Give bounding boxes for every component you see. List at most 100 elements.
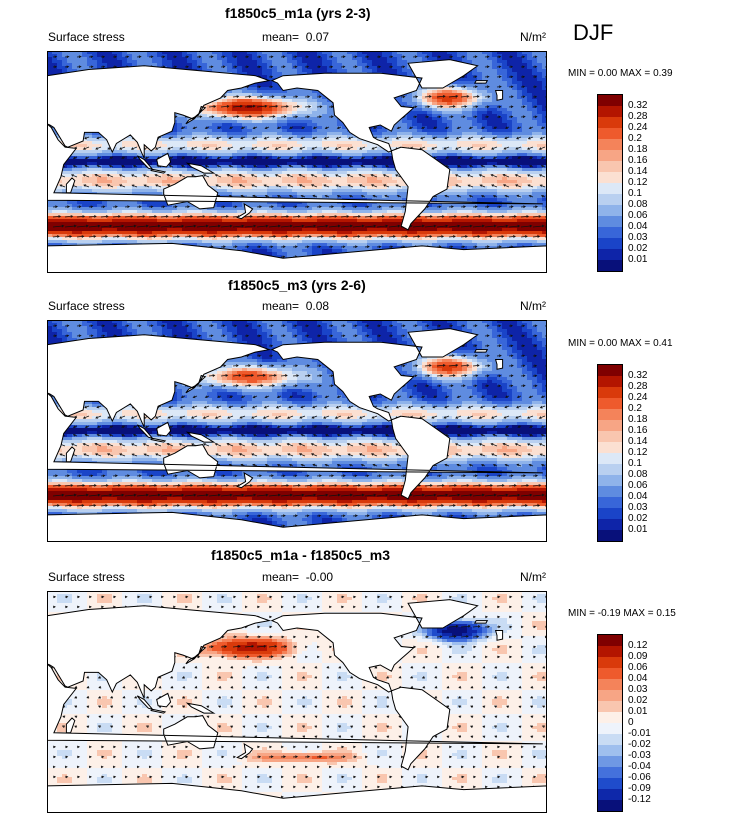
panel-3-title: f1850c5_m1a - f1850c5_m3 (211, 547, 390, 563)
wind-arrow (542, 685, 546, 689)
wind-arrow (460, 224, 473, 228)
wind-arrow (508, 95, 514, 99)
wind-arrow (88, 334, 94, 338)
wind-arrow (352, 205, 358, 209)
wind-arrow (168, 433, 174, 437)
wind-arrow (436, 374, 444, 377)
wind-arrow (220, 765, 224, 769)
wind-arrow (240, 136, 246, 140)
wind-arrow (376, 514, 382, 518)
wind-arrow (359, 184, 366, 188)
wind-arrow (232, 655, 238, 659)
wind-arrow (395, 174, 402, 178)
wind-arrow (446, 695, 450, 699)
wind-arrow (314, 695, 318, 699)
wind-arrow (504, 405, 510, 409)
wind-arrow (95, 146, 102, 150)
wind-arrow (290, 675, 294, 679)
wind-arrow (458, 665, 462, 669)
wind-arrow (480, 156, 486, 160)
wind-arrow (520, 324, 526, 328)
wind-arrow (520, 625, 524, 629)
wind-arrow (172, 504, 180, 507)
colorbar-swatch (598, 260, 622, 271)
wind-arrow (216, 425, 222, 429)
wind-arrow (244, 65, 250, 69)
wind-arrow (229, 126, 234, 129)
panel-2-minmax: MIN = 0.00 MAX = 0.41 (568, 338, 673, 349)
wind-arrow (310, 174, 318, 178)
wind-arrow (338, 665, 342, 669)
wind-arrow (484, 224, 497, 228)
colorbar-swatch (598, 139, 622, 150)
wind-arrow (376, 224, 389, 228)
wind-arrow (88, 215, 97, 218)
wind-arrow (290, 665, 294, 669)
wind-arrow (292, 374, 300, 377)
wind-arrow (256, 85, 262, 89)
wind-arrow (328, 605, 332, 609)
wind-arrow (100, 205, 106, 209)
wind-arrow (360, 156, 366, 160)
wind-arrow (232, 245, 238, 249)
wind-arrow (346, 415, 354, 419)
wind-arrow (172, 215, 181, 218)
wind-arrow (166, 443, 174, 447)
wind-arrow (230, 665, 234, 669)
panel-3-max-label: MAX = (623, 608, 653, 619)
wind-arrow (292, 484, 301, 487)
wind-arrow (136, 235, 145, 238)
wind-arrow (468, 395, 474, 399)
wind-arrow (264, 463, 270, 467)
wind-arrow (470, 735, 474, 739)
wind-arrow (196, 324, 202, 328)
wind-arrow (467, 405, 474, 409)
wind-arrow (280, 655, 285, 659)
wind-arrow (472, 105, 479, 109)
wind-arrow (275, 184, 282, 188)
wind-arrow (256, 605, 261, 609)
wind-arrow (220, 215, 229, 218)
wind-arrow (514, 443, 522, 447)
colorbar-level-label: 0.2 (628, 133, 642, 144)
wind-arrow (244, 785, 248, 789)
wind-arrow (184, 504, 192, 507)
wind-arrow (208, 324, 214, 328)
wind-arrow (412, 504, 421, 507)
wind-arrow (436, 324, 442, 328)
wind-arrow (217, 696, 222, 699)
wind-arrow (112, 484, 121, 487)
wind-arrow (340, 785, 345, 789)
wind-arrow (532, 364, 538, 368)
wind-arrow (328, 334, 334, 338)
colorbar-swatch (598, 635, 622, 646)
wind-arrow (228, 433, 234, 437)
wind-arrow (325, 425, 330, 428)
wind-arrow (52, 474, 59, 478)
panel-2-units: N/m² (520, 299, 546, 313)
wind-arrow (520, 215, 530, 218)
wind-arrow (82, 174, 90, 178)
wind-arrow (121, 165, 126, 168)
wind-arrow (83, 453, 90, 457)
colorbar-level-label: 0.01 (628, 706, 647, 717)
wind-arrow (244, 605, 248, 609)
wind-arrow (154, 174, 162, 178)
wind-arrow (542, 715, 546, 719)
wind-arrow (256, 635, 262, 639)
wind-arrow (456, 463, 462, 467)
wind-arrow (396, 395, 402, 399)
wind-arrow (527, 405, 534, 409)
wind-arrow (496, 765, 500, 769)
wind-arrow (160, 775, 164, 779)
wind-arrow (316, 504, 324, 507)
wind-arrow (472, 745, 477, 749)
wind-arrow (448, 205, 454, 209)
wind-arrow (407, 405, 414, 409)
wind-arrow (316, 765, 320, 769)
wind-arrow (52, 775, 57, 779)
wind-arrow (395, 405, 402, 409)
wind-arrow (540, 156, 546, 160)
wind-arrow (76, 595, 81, 599)
wind-arrow (61, 725, 66, 728)
